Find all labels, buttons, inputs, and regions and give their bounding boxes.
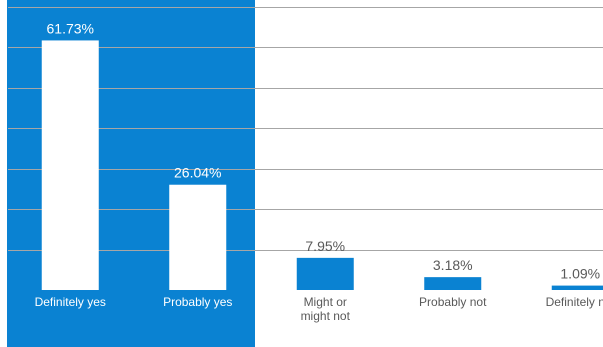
- category-label: Definitely yes: [35, 295, 106, 309]
- category-label: Probably yes: [163, 295, 232, 309]
- value-label: 61.73%: [47, 20, 94, 36]
- bar: [296, 257, 354, 290]
- bar: [41, 40, 99, 290]
- value-label: 1.09%: [560, 266, 600, 282]
- value-labels: 61.73% 26.04% 7.95% 3.18% 1.09%: [47, 20, 601, 281]
- category-labels: Definitely yes Probably yes Might or might …: [35, 295, 603, 323]
- value-label: 7.95%: [305, 238, 345, 254]
- bar: [424, 277, 482, 290]
- category-label: Definitely not: [546, 295, 603, 309]
- bar: [169, 184, 227, 290]
- category-label: Probably not: [419, 295, 487, 309]
- category-label: Might or might not: [301, 295, 351, 323]
- value-label: 3.18%: [433, 257, 473, 273]
- bar: [551, 285, 603, 290]
- gridlines: [8, 7, 603, 251]
- bars: [41, 40, 603, 290]
- value-label: 26.04%: [174, 165, 221, 181]
